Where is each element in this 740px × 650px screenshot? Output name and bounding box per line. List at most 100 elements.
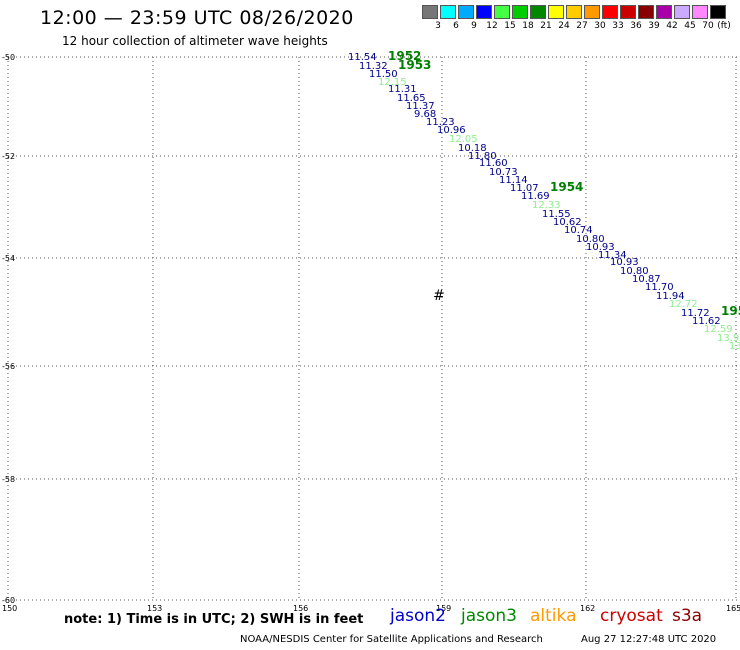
colorbar-swatch xyxy=(494,5,510,19)
colorbar-swatch xyxy=(710,5,726,19)
time-marker-label: 195 xyxy=(721,304,740,318)
longitude-tick-label: 150 xyxy=(2,604,17,613)
longitude-tick-label: 153 xyxy=(147,604,162,613)
colorbar-swatch xyxy=(638,5,654,19)
colorbar-label: 18 xyxy=(522,21,534,31)
colorbar-unit: (ft) xyxy=(717,21,731,31)
wave-height-label: 10.73 xyxy=(489,167,518,178)
colorbar-label: 15 xyxy=(504,21,516,31)
wave-height-label: 12.59 xyxy=(704,324,733,335)
legend-satellite-s3a: s3a xyxy=(672,606,703,626)
map-grid xyxy=(7,56,738,601)
colorbar-label: 24 xyxy=(558,21,570,31)
colorbar-label: 42 xyxy=(666,21,678,31)
time-marker-label: 1952 xyxy=(388,49,421,63)
colorbar-label: 36 xyxy=(630,21,642,31)
map-title: 12:00 — 23:59 UTC 08/26/2020 xyxy=(40,7,354,29)
colorbar-swatch xyxy=(656,5,672,19)
colorbar-swatch xyxy=(692,5,708,19)
wave-height-label: 11.65 xyxy=(397,93,426,104)
wave-height-label: 12.33 xyxy=(532,200,561,211)
colorbar-label: 33 xyxy=(612,21,624,31)
wave-height-label: 10.62 xyxy=(553,217,582,228)
colorbar-label: 70 xyxy=(702,21,714,31)
latitude-tick-label: -56 xyxy=(2,362,15,371)
colorbar-swatch xyxy=(602,5,618,19)
wave-height-label: 13 xyxy=(729,341,740,352)
colorbar-swatch xyxy=(674,5,690,19)
longitude-tick-label: 159 xyxy=(436,604,451,613)
island-marker: # xyxy=(433,288,445,304)
legend-satellite-jason3: jason3 xyxy=(461,606,517,626)
wave-height-label: 10.93 xyxy=(586,242,615,253)
colorbar-label: 21 xyxy=(540,21,552,31)
wave-height-label: 10.80 xyxy=(576,234,605,245)
map-subtitle: 12 hour collection of altimeter wave hei… xyxy=(62,34,328,48)
wave-height-label: 10.87 xyxy=(632,274,661,285)
colorbar-swatch xyxy=(548,5,564,19)
wave-height-label: 11.62 xyxy=(692,316,721,327)
wave-height-label: 11.34 xyxy=(598,250,627,261)
wave-height-label: 12.72 xyxy=(669,299,698,310)
colorbar-swatch xyxy=(476,5,492,19)
time-marker-label: 1953 xyxy=(398,58,431,72)
wave-height-label: 11.80 xyxy=(468,151,497,162)
colorbar-label: 39 xyxy=(648,21,660,31)
wave-height-label: 11.23 xyxy=(426,117,455,128)
wave-height-label: 11.07 xyxy=(510,183,539,194)
footer-credit: NOAA/NESDIS Center for Satellite Applica… xyxy=(240,634,543,645)
wave-height-label: 11.32 xyxy=(359,61,388,72)
colorbar-label: 45 xyxy=(684,21,696,31)
legend-satellite-altika: altika xyxy=(530,606,577,626)
wave-height-observations: 11.5411.3211.5012.1511.3111.6511.379.681… xyxy=(348,52,740,352)
wave-height-label: 11.14 xyxy=(499,175,528,186)
longitude-tick-label: 156 xyxy=(293,604,308,613)
wave-height-label: 11.37 xyxy=(406,101,435,112)
wave-height-label: 11.31 xyxy=(388,84,417,95)
longitude-tick-label: 165 xyxy=(726,604,740,613)
wave-height-label: 9.68 xyxy=(414,109,436,120)
latitude-tick-label: -50 xyxy=(2,53,15,62)
wave-height-label: 13.9 xyxy=(717,333,739,344)
wave-height-label: 10.74 xyxy=(564,225,593,236)
wave-height-label: 12.05 xyxy=(449,134,478,145)
wave-height-label: 12.15 xyxy=(378,77,407,88)
colorbar-label: 27 xyxy=(576,21,588,31)
colorbar-swatch xyxy=(440,5,456,19)
colorbar-swatch xyxy=(530,5,546,19)
colorbar-swatch xyxy=(584,5,600,19)
colorbar-label: 12 xyxy=(486,21,498,31)
legend-satellite-cryosat: cryosat xyxy=(600,606,663,626)
wave-height-label: 11.60 xyxy=(479,158,508,169)
colorbar-swatch xyxy=(620,5,636,19)
map-note: note: 1) Time is in UTC; 2) SWH is in fe… xyxy=(64,612,364,627)
wave-height-label: 11.54 xyxy=(348,52,377,63)
wave-height-label: 11.70 xyxy=(645,282,674,293)
footer-timestamp: Aug 27 12:27:48 UTC 2020 xyxy=(581,634,717,645)
colorbar-label: 9 xyxy=(471,21,477,31)
wave-height-label: 11.94 xyxy=(656,291,685,302)
wave-height-label: 10.80 xyxy=(620,266,649,277)
colorbar-label: 3 xyxy=(435,21,441,31)
colorbar-swatch xyxy=(458,5,474,19)
wave-height-label: 10.18 xyxy=(458,143,487,154)
legend-satellite-jason2: jason2 xyxy=(390,606,446,626)
colorbar-label: 6 xyxy=(453,21,459,31)
wave-height-label: 11.72 xyxy=(681,308,710,319)
wave-height-label: 11.69 xyxy=(521,191,550,202)
colorbar-swatch xyxy=(566,5,582,19)
wave-height-label: 11.55 xyxy=(542,209,571,220)
colorbar-swatch xyxy=(422,5,438,19)
colorbar-swatch xyxy=(512,5,528,19)
latitude-tick-label: -60 xyxy=(2,596,15,605)
latitude-tick-label: -58 xyxy=(2,475,15,484)
wave-height-label: 10.93 xyxy=(610,257,639,268)
latitude-tick-label: -54 xyxy=(2,254,15,263)
wave-height-label: 10.96 xyxy=(437,125,466,136)
wave-height-label: 11.50 xyxy=(369,69,398,80)
colorbar-label: 30 xyxy=(594,21,606,31)
latitude-tick-label: -52 xyxy=(2,152,15,161)
